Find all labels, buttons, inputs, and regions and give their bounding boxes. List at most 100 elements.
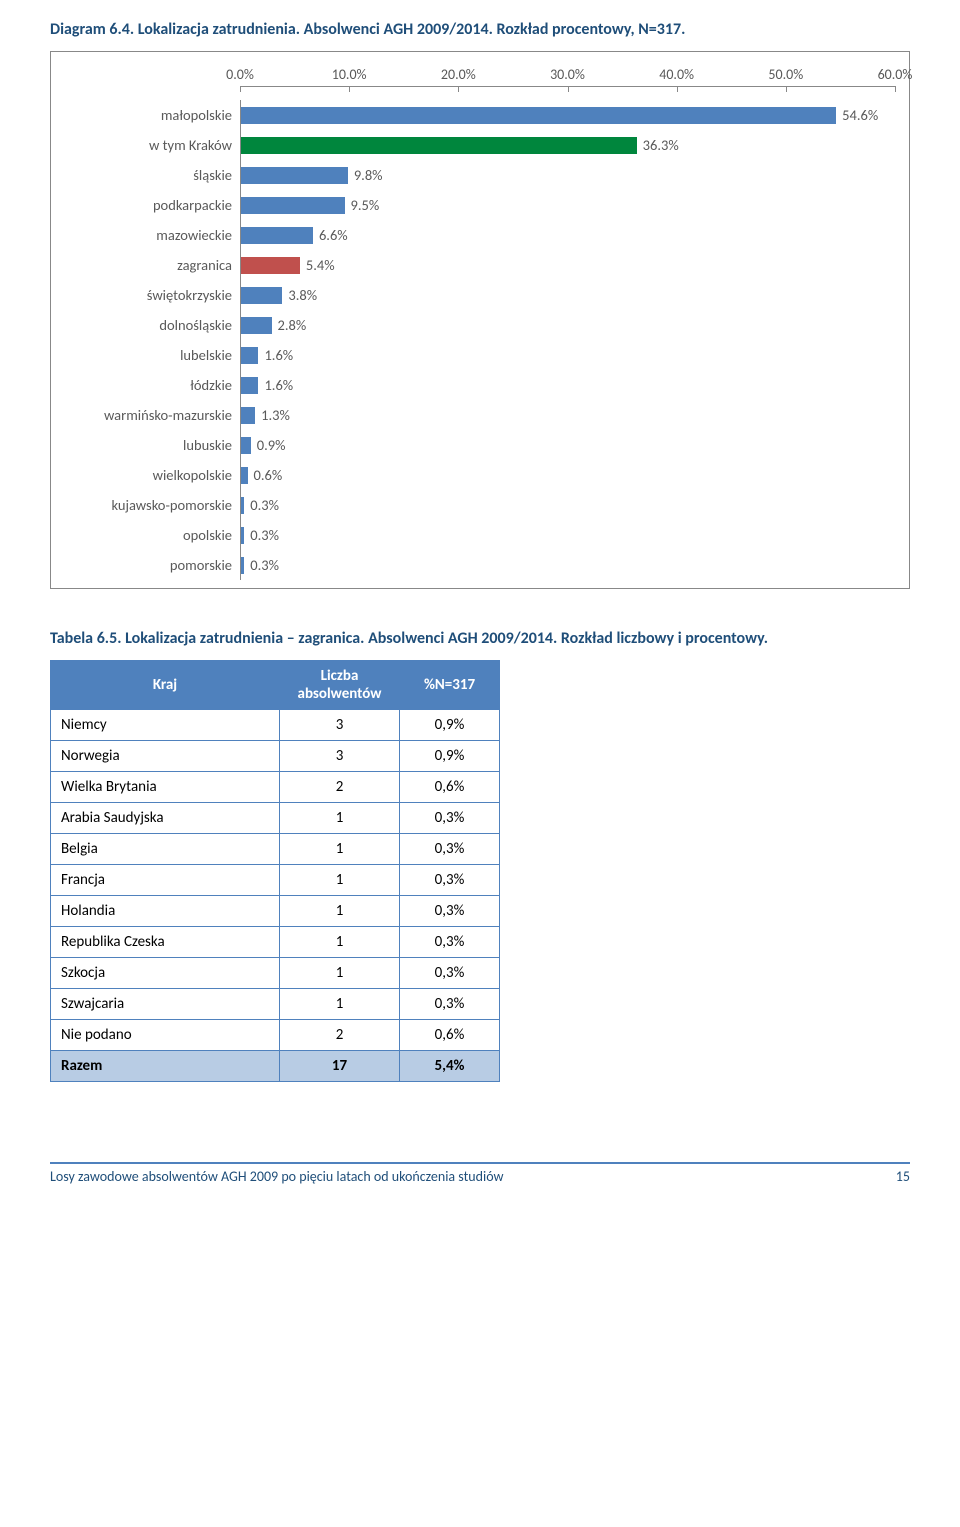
bar bbox=[241, 407, 255, 424]
table-row: Niemcy30,9% bbox=[51, 710, 500, 741]
axis-tick-label: 60.0% bbox=[878, 66, 913, 83]
bar-value-label: 0.9% bbox=[257, 436, 286, 454]
cell-pct: 0,9% bbox=[400, 741, 500, 772]
table-row: Arabia Saudyjska10,3% bbox=[51, 803, 500, 834]
category-label: w tym Kraków bbox=[65, 136, 240, 154]
bar bbox=[241, 497, 244, 514]
category-label: dolnośląskie bbox=[65, 316, 240, 334]
table-row: Nie podano20,6% bbox=[51, 1020, 500, 1051]
table-row: Szkocja10,3% bbox=[51, 958, 500, 989]
cell-pct: 5,4% bbox=[400, 1051, 500, 1082]
cell-country: Szkocja bbox=[51, 958, 280, 989]
col-count: Liczbaabsolwentów bbox=[280, 661, 400, 710]
cell-country: Republika Czeska bbox=[51, 927, 280, 958]
category-label: warmińsko-mazurskie bbox=[65, 406, 240, 424]
diagram-title: Diagram 6.4. Lokalizacja zatrudnienia. A… bbox=[50, 20, 910, 39]
bar bbox=[241, 167, 348, 184]
footer-text: Losy zawodowe absolwentów AGH 2009 po pi… bbox=[50, 1168, 504, 1185]
cell-count: 3 bbox=[280, 741, 400, 772]
bar-value-label: 2.8% bbox=[278, 316, 307, 334]
bar bbox=[241, 527, 244, 544]
category-label: kujawsko-pomorskie bbox=[65, 496, 240, 514]
cell-count: 1 bbox=[280, 834, 400, 865]
cell-count: 1 bbox=[280, 865, 400, 896]
cell-count: 1 bbox=[280, 896, 400, 927]
bar bbox=[241, 257, 300, 274]
cell-count: 2 bbox=[280, 772, 400, 803]
bar-value-label: 0.3% bbox=[250, 556, 279, 574]
category-label: zagranica bbox=[65, 256, 240, 274]
category-label: lubuskie bbox=[65, 436, 240, 454]
bar bbox=[241, 437, 251, 454]
bar-value-label: 1.3% bbox=[261, 406, 290, 424]
cell-country: Belgia bbox=[51, 834, 280, 865]
cell-count: 1 bbox=[280, 958, 400, 989]
cell-country: Holandia bbox=[51, 896, 280, 927]
cell-pct: 0,6% bbox=[400, 1020, 500, 1051]
bar-value-label: 0.3% bbox=[250, 526, 279, 544]
category-label: lubelskie bbox=[65, 346, 240, 364]
cell-count: 1 bbox=[280, 803, 400, 834]
col-pct: %N=317 bbox=[400, 661, 500, 710]
axis-tick-label: 50.0% bbox=[768, 66, 803, 83]
bar bbox=[241, 197, 345, 214]
category-label: świętokrzyskie bbox=[65, 286, 240, 304]
bar-value-label: 36.3% bbox=[643, 136, 679, 154]
axis-tick-label: 10.0% bbox=[332, 66, 367, 83]
category-label: mazowieckie bbox=[65, 226, 240, 244]
table-title: Tabela 6.5. Lokalizacja zatrudnienia – z… bbox=[50, 629, 910, 648]
table-container: Kraj Liczbaabsolwentów %N=317 Niemcy30,9… bbox=[50, 660, 500, 1082]
bar-value-label: 0.3% bbox=[250, 496, 279, 514]
x-axis: 0.0%10.0%20.0%30.0%40.0%50.0%60.0% bbox=[240, 66, 895, 100]
bar bbox=[241, 317, 272, 334]
cell-count: 1 bbox=[280, 989, 400, 1020]
category-label: łódzkie bbox=[65, 376, 240, 394]
category-label: podkarpackie bbox=[65, 196, 240, 214]
bar bbox=[241, 347, 258, 364]
category-label: małopolskie bbox=[65, 106, 240, 124]
cell-pct: 0,3% bbox=[400, 865, 500, 896]
category-label: wielkopolskie bbox=[65, 466, 240, 484]
bar-value-label: 9.8% bbox=[354, 166, 383, 184]
table-total-row: Razem175,4% bbox=[51, 1051, 500, 1082]
page-footer: Losy zawodowe absolwentów AGH 2009 po pi… bbox=[50, 1162, 910, 1185]
cell-country: Wielka Brytania bbox=[51, 772, 280, 803]
cell-country: Razem bbox=[51, 1051, 280, 1082]
page-number: 15 bbox=[896, 1168, 910, 1185]
cell-country: Arabia Saudyjska bbox=[51, 803, 280, 834]
cell-count: 1 bbox=[280, 927, 400, 958]
table-row: Wielka Brytania20,6% bbox=[51, 772, 500, 803]
cell-pct: 0,3% bbox=[400, 927, 500, 958]
cell-country: Francja bbox=[51, 865, 280, 896]
bar-value-label: 1.6% bbox=[264, 376, 293, 394]
table-row: Holandia10,3% bbox=[51, 896, 500, 927]
axis-tick-label: 30.0% bbox=[550, 66, 585, 83]
category-label: opolskie bbox=[65, 526, 240, 544]
cell-country: Norwegia bbox=[51, 741, 280, 772]
cell-pct: 0,3% bbox=[400, 803, 500, 834]
cell-country: Nie podano bbox=[51, 1020, 280, 1051]
bar-value-label: 0.6% bbox=[254, 466, 283, 484]
cell-country: Niemcy bbox=[51, 710, 280, 741]
bar-value-label: 9.5% bbox=[351, 196, 380, 214]
axis-tick-label: 20.0% bbox=[441, 66, 476, 83]
cell-count: 3 bbox=[280, 710, 400, 741]
axis-tick-label: 40.0% bbox=[659, 66, 694, 83]
col-country: Kraj bbox=[51, 661, 280, 710]
table-row: Belgia10,3% bbox=[51, 834, 500, 865]
cell-pct: 0,6% bbox=[400, 772, 500, 803]
category-label: śląskie bbox=[65, 166, 240, 184]
bar bbox=[241, 227, 313, 244]
bar-value-label: 1.6% bbox=[264, 346, 293, 364]
cell-country: Szwajcaria bbox=[51, 989, 280, 1020]
bar-value-label: 6.6% bbox=[319, 226, 348, 244]
cell-pct: 0,3% bbox=[400, 896, 500, 927]
cell-pct: 0,3% bbox=[400, 989, 500, 1020]
category-label: pomorskie bbox=[65, 556, 240, 574]
cell-pct: 0,3% bbox=[400, 958, 500, 989]
cell-pct: 0,3% bbox=[400, 834, 500, 865]
bar bbox=[241, 287, 282, 304]
cell-count: 17 bbox=[280, 1051, 400, 1082]
bar bbox=[241, 107, 836, 124]
cell-count: 2 bbox=[280, 1020, 400, 1051]
